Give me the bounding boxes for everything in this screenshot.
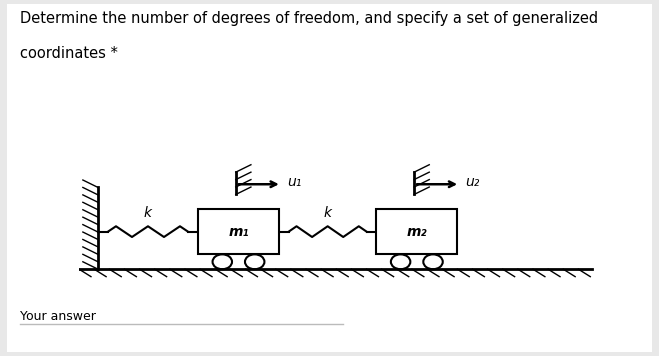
Text: coordinates *: coordinates * [20,46,118,61]
Text: k: k [324,206,331,220]
Text: u₁: u₁ [287,175,302,189]
Text: Determine the number of degrees of freedom, and specify a set of generalized: Determine the number of degrees of freed… [20,11,598,26]
Text: m₂: m₂ [407,225,427,239]
Bar [198,209,279,254]
Text: u₂: u₂ [465,175,480,189]
Text: Your answer: Your answer [20,310,96,323]
FancyBboxPatch shape [7,4,652,352]
Text: m₁: m₁ [228,225,249,239]
Bar [376,209,457,254]
Point [339,322,347,326]
Text: k: k [144,206,152,220]
Point [16,322,24,326]
